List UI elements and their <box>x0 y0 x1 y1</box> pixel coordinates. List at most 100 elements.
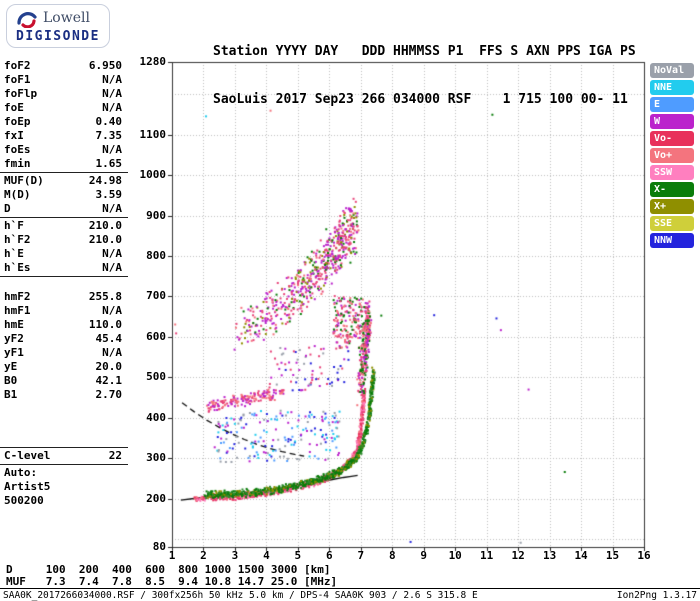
param-value: 7.35 <box>95 129 123 142</box>
sidebar-divider <box>0 464 128 465</box>
param-label: M(D) <box>4 188 31 201</box>
sidebar-divider <box>0 217 128 218</box>
legend-item-noval: NoVal <box>650 63 694 78</box>
legend-item-sse: SSE <box>650 216 694 231</box>
param-label: foEp <box>4 115 31 128</box>
param-label: foF1 <box>4 73 31 86</box>
sidebar-param-row: h`Es N/A <box>0 261 128 275</box>
param-value: 45.4 <box>95 332 123 345</box>
logo-top-row: Lowell <box>16 8 100 28</box>
param-value: 1.65 <box>95 157 123 170</box>
sidebar-param-row: foF2 6.950 <box>0 59 128 73</box>
sidebar-param-row: yF2 45.4 <box>0 332 128 346</box>
param-value: 255.8 <box>88 290 122 303</box>
distance-muf-table: D 100 200 400 600 800 1000 1500 3000 [km… <box>6 564 337 588</box>
sidebar-param-row: foF1 N/A <box>0 73 128 87</box>
sidebar-param-row: h`E N/A <box>0 247 128 261</box>
sidebar-param-row: foE N/A <box>0 101 128 115</box>
param-value: 0.40 <box>95 115 123 128</box>
legend-item-nne: NNE <box>650 80 694 95</box>
sidebar-param-row: foFlp N/A <box>0 87 128 101</box>
param-value: 210.0 <box>88 219 122 232</box>
param-label: foFlp <box>4 87 38 100</box>
param-value: 22 <box>108 449 122 462</box>
status-bar: SAA0K_2017266034000.RSF / 300fx256h 50 k… <box>0 588 700 601</box>
sidebar-param-row: Artist5 <box>0 480 128 494</box>
param-label: h`Es <box>4 261 31 274</box>
param-value: 6.950 <box>88 59 122 72</box>
status-program-version: Ion2Png 1.3.17 <box>616 590 697 601</box>
legend-item-vo: Vo- <box>650 131 694 146</box>
sidebar-param-row: h`F 210.0 <box>0 219 128 233</box>
sidebar-param-row: D N/A <box>0 202 128 216</box>
param-value: 210.0 <box>88 233 122 246</box>
param-value: N/A <box>102 261 122 274</box>
header-line-2: SaoLuis 2017 Sep23 266 034000 RSF 1 715 … <box>213 92 628 107</box>
param-label: Artist5 <box>4 480 51 493</box>
param-label: Auto: <box>4 466 38 479</box>
legend-item-w: W <box>650 114 694 129</box>
param-value: N/A <box>102 101 122 114</box>
param-value: 2.70 <box>95 388 123 401</box>
param-label: 500200 <box>4 494 44 507</box>
sidebar-divider <box>0 172 128 173</box>
param-label: fxI <box>4 129 24 142</box>
param-label: hmE <box>4 318 24 331</box>
legend-item-x: X- <box>650 182 694 197</box>
param-label: foEs <box>4 143 31 156</box>
digisonde-logo: Lowell DIGISONDE <box>6 4 110 48</box>
param-value: N/A <box>102 247 122 260</box>
sidebar-param-row: B1 2.70 <box>0 388 128 402</box>
sidebar-param-row: 500200 <box>0 494 128 508</box>
sidebar-param-row: hmE 110.0 <box>0 318 128 332</box>
param-value: N/A <box>102 346 122 359</box>
legend-item-vo: Vo+ <box>650 148 694 163</box>
sidebar-param-row: MUF(D) 24.98 <box>0 174 128 188</box>
logo-text-digisonde: DIGISONDE <box>16 29 100 44</box>
param-label: C-level <box>4 449 51 462</box>
param-value: 24.98 <box>88 174 122 187</box>
param-value: 42.1 <box>95 374 123 387</box>
sidebar-divider <box>0 276 128 277</box>
sidebar-param-row: yE 20.0 <box>0 360 128 374</box>
param-label: D <box>4 202 11 215</box>
param-value: N/A <box>102 143 122 156</box>
legend-item-nnw: NNW <box>650 233 694 248</box>
sidebar-param-row: B0 42.1 <box>0 374 128 388</box>
sidebar-param-row: h`F2 210.0 <box>0 233 128 247</box>
sidebar-param-row: C-level 22 <box>0 449 128 463</box>
sidebar-param-row: yF1 N/A <box>0 346 128 360</box>
logo-text-lowell: Lowell <box>43 10 90 26</box>
param-label: B1 <box>4 388 18 401</box>
param-label: hmF2 <box>4 290 31 303</box>
legend-item-ssw: SSW <box>650 165 694 180</box>
param-label: B0 <box>4 374 18 387</box>
sidebar-param-row: foEs N/A <box>0 143 128 157</box>
legend-item-e: E <box>650 97 694 112</box>
param-label: h`F2 <box>4 233 31 246</box>
sidebar: foF2 6.950 foF1 N/A foFlp N/A foE N/A foEp 0.40 fx… <box>0 59 128 508</box>
sidebar-divider <box>0 447 128 448</box>
legend: NoVal NNE E W Vo- Vo+ SSW X- X+ SSE NNW <box>650 63 694 250</box>
param-label: hmF1 <box>4 304 31 317</box>
header-block: Station YYYY DAY DDD HHMMSS P1 FFS S AXN… <box>213 12 636 124</box>
param-value: 3.59 <box>95 188 123 201</box>
sidebar-param-row: Auto: <box>0 466 128 480</box>
param-label: yE <box>4 360 18 373</box>
param-label: yF2 <box>4 332 24 345</box>
status-filename: SAA0K_2017266034000.RSF / 300fx256h 50 k… <box>3 590 478 601</box>
param-label: foF2 <box>4 59 31 72</box>
sidebar-param-row: fxI 7.35 <box>0 129 128 143</box>
sidebar-param-row: hmF1 N/A <box>0 304 128 318</box>
param-label: h`F <box>4 219 24 232</box>
sidebar-param-row: fmin 1.65 <box>0 157 128 171</box>
param-value: 20.0 <box>95 360 123 373</box>
param-value: N/A <box>102 202 122 215</box>
param-value: N/A <box>102 304 122 317</box>
param-label: yF1 <box>4 346 24 359</box>
legend-item-x: X+ <box>650 199 694 214</box>
distance-muf-row: D 100 200 400 600 800 1000 1500 3000 [km… <box>6 563 331 576</box>
param-value: N/A <box>102 73 122 86</box>
